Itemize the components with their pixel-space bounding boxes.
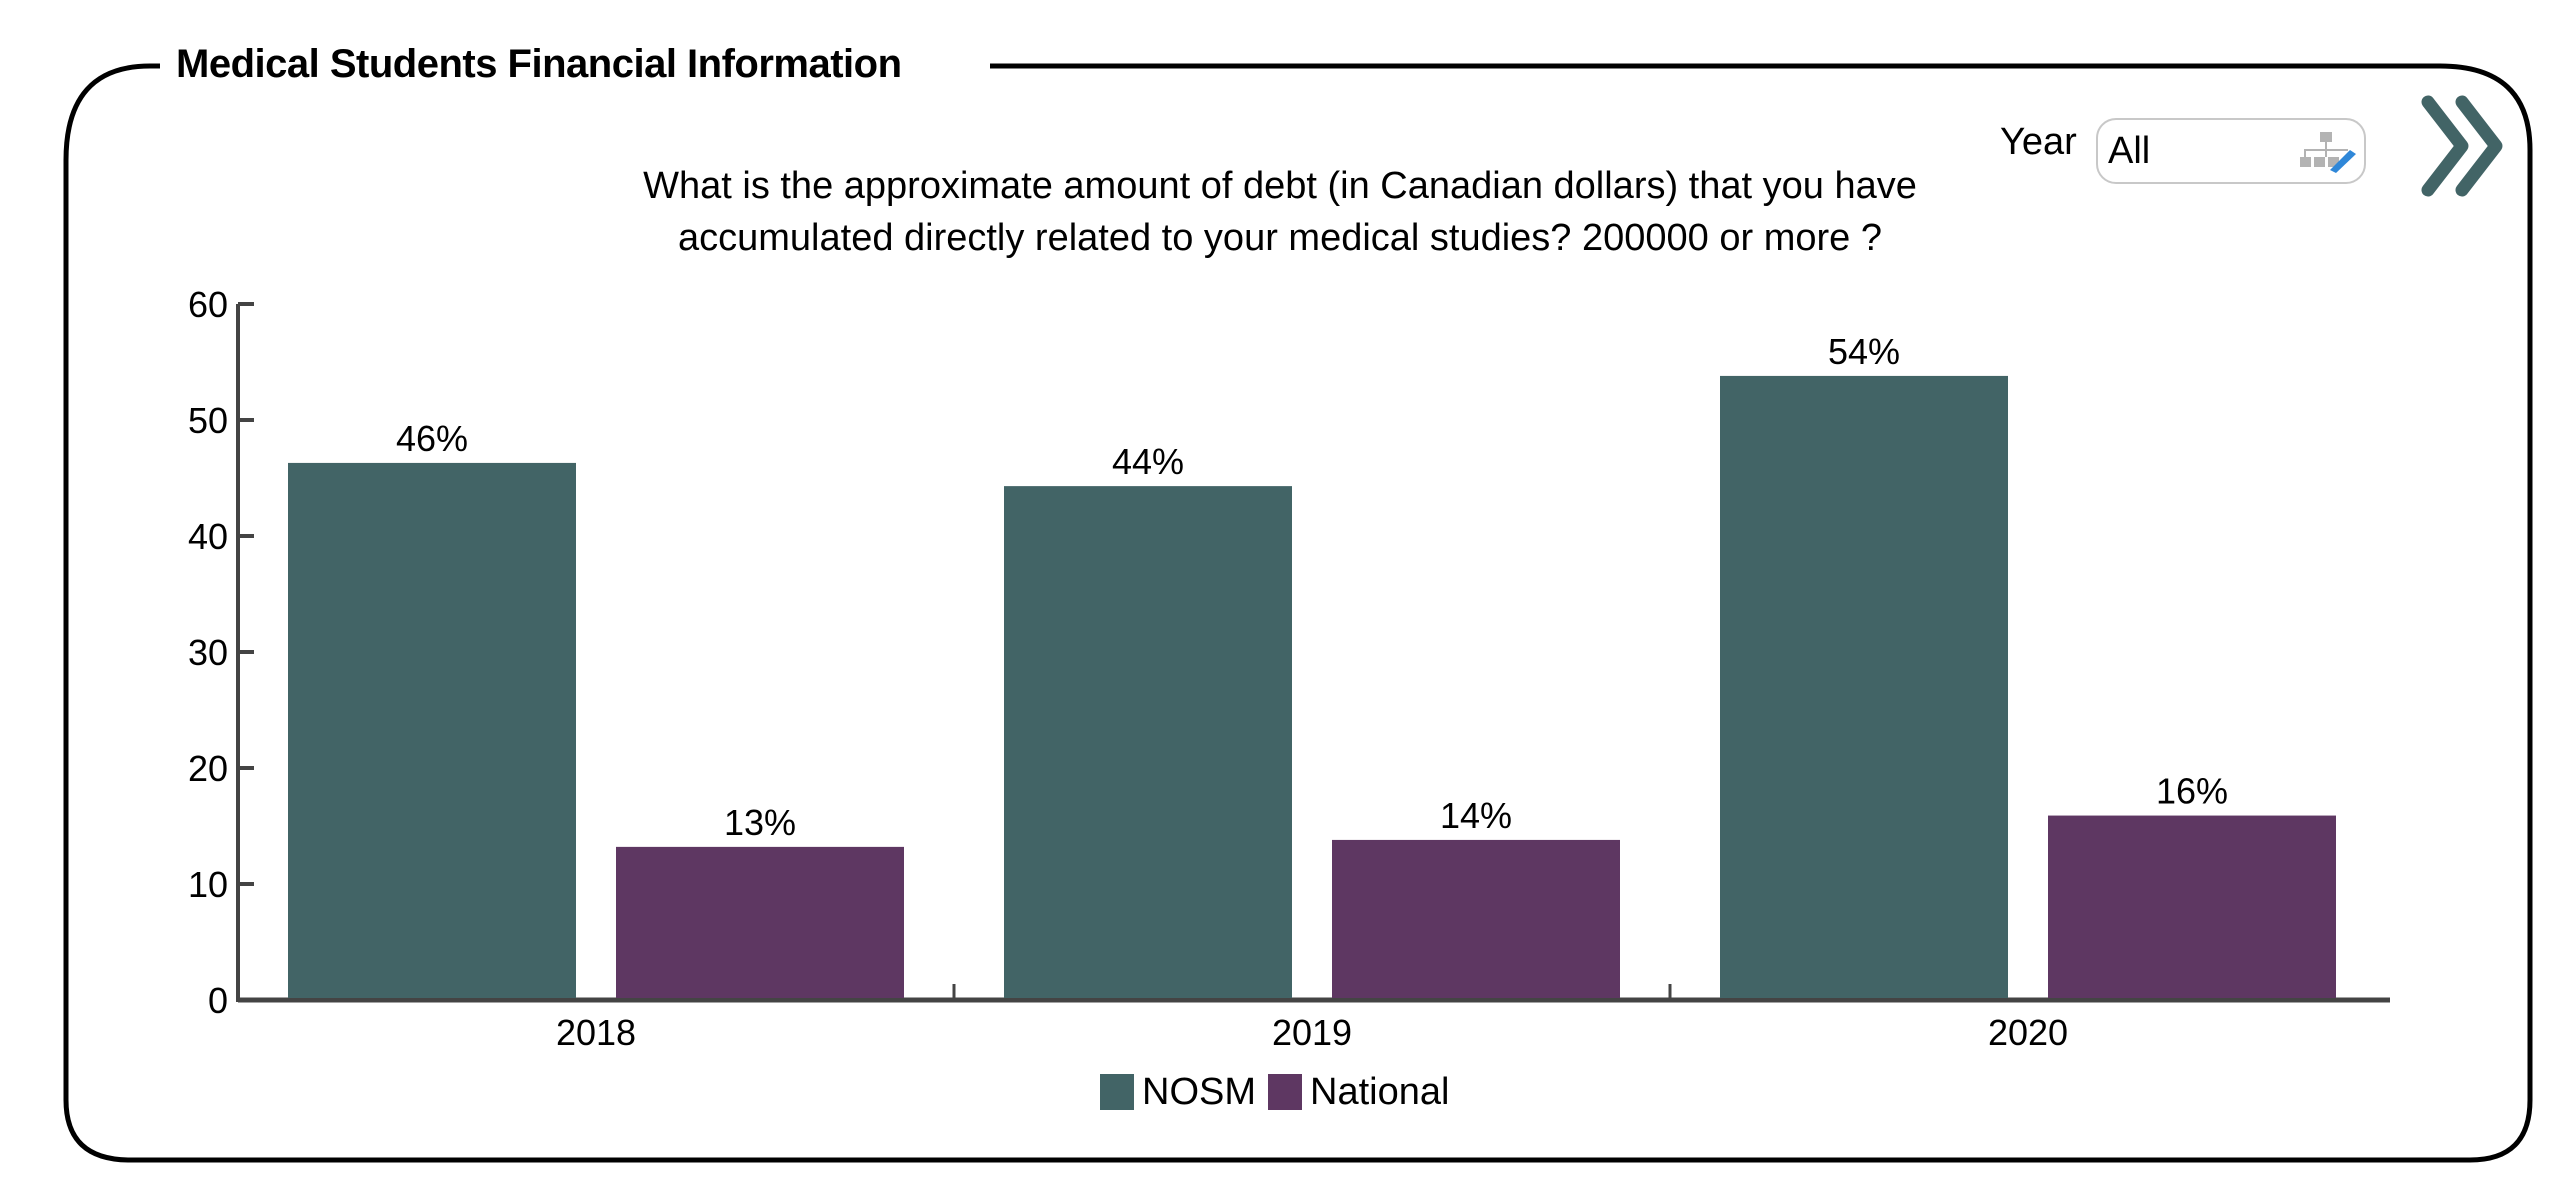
bar-nosm-2019 xyxy=(1004,486,1292,998)
chart-title-line-2: accumulated directly related to your med… xyxy=(678,217,1882,259)
data-label: 13% xyxy=(724,802,796,843)
legend-label-national: National xyxy=(1310,1070,1450,1113)
y-tick-label: 60 xyxy=(188,284,228,325)
bar-nosm-2020 xyxy=(1720,375,2008,998)
x-tick-label: 2020 xyxy=(1988,1012,2068,1053)
bar-national-2020 xyxy=(2048,815,2336,998)
data-label: 46% xyxy=(396,418,468,459)
y-tick-label: 30 xyxy=(188,632,228,673)
chart-legend: NOSM National xyxy=(1100,1070,1461,1114)
legend-swatch-nosm xyxy=(1100,1074,1134,1110)
data-label: 44% xyxy=(1112,441,1184,482)
chart-title: What is the approximate amount of debt (… xyxy=(560,160,2000,264)
double-chevron-right-icon[interactable] xyxy=(2410,92,2520,200)
data-label: 14% xyxy=(1440,795,1512,836)
legend-item-national[interactable]: National xyxy=(1268,1071,1449,1114)
y-tick-label: 40 xyxy=(188,516,228,557)
bar-nosm-2018 xyxy=(288,462,576,998)
panel-title: Medical Students Financial Information xyxy=(160,36,918,92)
data-label: 16% xyxy=(2156,771,2228,812)
y-tick-label: 20 xyxy=(188,748,228,789)
year-filter-select[interactable]: All xyxy=(2096,118,2366,184)
chart-title-line-1: What is the approximate amount of debt (… xyxy=(643,165,1917,207)
legend-label-nosm: NOSM xyxy=(1142,1070,1256,1113)
y-tick-label: 10 xyxy=(188,864,228,905)
year-filter-value: All xyxy=(2108,130,2151,172)
bar-national-2018 xyxy=(616,846,904,998)
x-tick-label: 2018 xyxy=(556,1012,636,1053)
bar-national-2019 xyxy=(1332,839,1620,998)
y-tick-label: 50 xyxy=(188,400,228,441)
year-filter-label: Year xyxy=(2000,121,2077,163)
y-tick-label: 0 xyxy=(208,980,228,1021)
x-tick-label: 2019 xyxy=(1272,1012,1352,1053)
legend-item-nosm[interactable]: NOSM xyxy=(1100,1071,1256,1114)
hierarchy-edit-icon[interactable] xyxy=(2300,132,2358,174)
legend-swatch-national xyxy=(1268,1074,1302,1110)
data-label: 54% xyxy=(1828,331,1900,372)
